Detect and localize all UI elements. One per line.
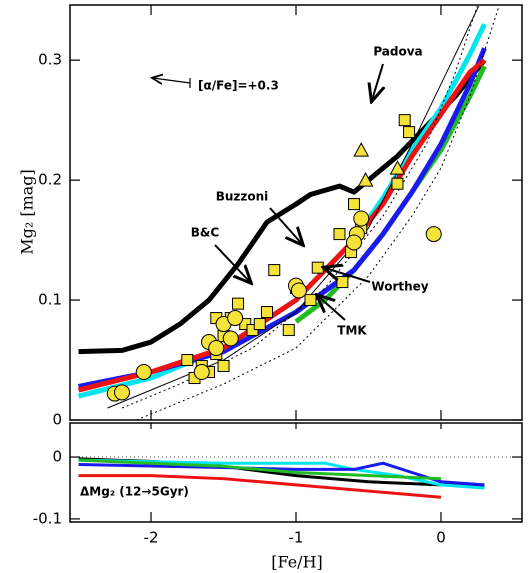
square-point bbox=[333, 228, 346, 241]
annotation-arrow bbox=[269, 207, 302, 244]
circle-point bbox=[290, 282, 307, 299]
annotation: ΔMg₂ (12→5Gyr) bbox=[80, 485, 189, 499]
series-line bbox=[78, 47, 487, 389]
bottom-plot bbox=[78, 457, 485, 499]
annotation-arrow bbox=[214, 244, 250, 282]
circle-point bbox=[222, 330, 239, 347]
series-line bbox=[78, 458, 442, 481]
y-label: Mg₂ [mag] bbox=[18, 169, 37, 255]
annotation: B&C bbox=[191, 226, 220, 240]
annotation: Buzzoni bbox=[216, 190, 269, 204]
square-point bbox=[253, 318, 266, 331]
series-line bbox=[77, 58, 487, 393]
square-point bbox=[391, 177, 404, 190]
square-point bbox=[282, 324, 295, 337]
annotation: Padova bbox=[373, 45, 422, 59]
x-label: [Fe/H] bbox=[271, 553, 323, 572]
triangle-point bbox=[357, 172, 374, 187]
annotation: [α/Fe]=+0.3 bbox=[198, 79, 279, 93]
y2-tick-label: -0.1 bbox=[33, 509, 62, 527]
series-line bbox=[77, 23, 487, 399]
y-tick-label: 0.2 bbox=[38, 171, 62, 189]
series-line bbox=[121, 6, 478, 409]
square-point bbox=[304, 294, 317, 307]
y-tick-label: 0.1 bbox=[38, 291, 62, 309]
circle-point bbox=[353, 210, 370, 227]
x-tick-label: -1 bbox=[289, 529, 304, 547]
square-point bbox=[261, 306, 274, 319]
annotation: Worthey bbox=[371, 280, 428, 294]
series-line bbox=[78, 58, 487, 355]
series-line bbox=[107, 5, 480, 409]
alpha-arrow bbox=[153, 78, 191, 83]
circle-point bbox=[114, 384, 131, 401]
series-line bbox=[136, 6, 500, 420]
triangle-point bbox=[389, 160, 406, 175]
annotation-arrow bbox=[325, 268, 371, 283]
circle-point bbox=[227, 310, 244, 327]
triangle-point bbox=[353, 142, 370, 157]
square-point bbox=[398, 114, 411, 127]
annotation: TMK bbox=[337, 324, 367, 338]
x-tick-label: -2 bbox=[144, 529, 159, 547]
series-line bbox=[78, 474, 442, 499]
x-tick-label: 0 bbox=[436, 529, 446, 547]
square-point bbox=[217, 360, 230, 373]
y-tick-label: 0 bbox=[52, 411, 62, 429]
circle-point bbox=[193, 364, 210, 381]
circle-point bbox=[208, 340, 225, 357]
y2-tick-label: 0 bbox=[52, 448, 62, 466]
circle-point bbox=[425, 226, 442, 243]
annotation-arrow bbox=[372, 63, 383, 100]
circle-point bbox=[135, 364, 152, 381]
y-tick-label: 0.3 bbox=[38, 51, 62, 69]
top-plot bbox=[77, 5, 500, 420]
square-point bbox=[336, 276, 349, 289]
square-point bbox=[311, 261, 324, 274]
square-point bbox=[403, 126, 416, 139]
square-point bbox=[181, 354, 194, 367]
top-frame bbox=[69, 4, 523, 421]
square-point bbox=[347, 198, 360, 211]
square-point bbox=[232, 297, 245, 310]
annotation-arrow bbox=[318, 296, 346, 321]
circle-point bbox=[345, 234, 362, 251]
square-point bbox=[268, 264, 281, 277]
